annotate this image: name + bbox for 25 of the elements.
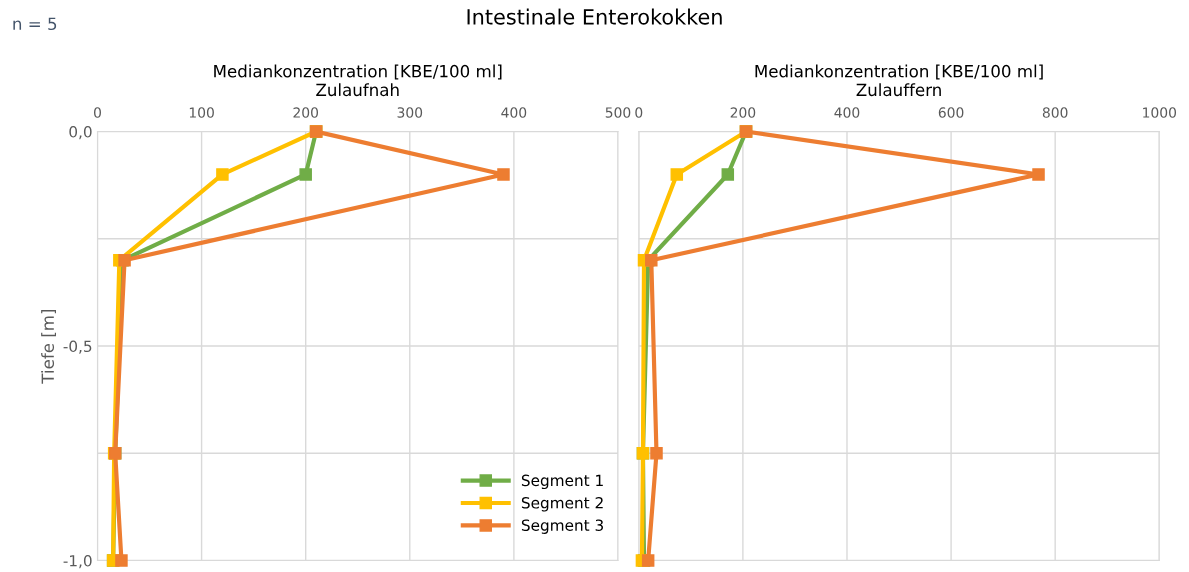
chart-subtitle: Zulaufnah — [316, 83, 399, 97]
x-tick-label: 400 — [501, 107, 527, 118]
y-tick-label: -0,5 — [63, 340, 92, 354]
x-axis-title: Mediankonzentration [KBE/100 ml] — [214, 64, 502, 80]
x-tick-label: 800 — [1042, 107, 1068, 118]
y-tick-label: 0,0 — [69, 126, 92, 140]
x-tick-label: 400 — [834, 107, 860, 118]
chart-title: Intestinale Enterokokken — [467, 8, 722, 25]
x-tick-label: 1000 — [1143, 107, 1177, 118]
legend-label: Segment 1 — [521, 474, 603, 490]
x-tick-label: 300 — [397, 107, 423, 118]
x-tick-label: 500 — [605, 107, 631, 118]
chart-subtitle: Zulauffern — [856, 83, 941, 97]
y-axis-title: Tiefe [m] — [41, 309, 56, 384]
x-tick-label: 0 — [635, 107, 643, 118]
text: n = 5 — [13, 17, 57, 31]
x-axis-title: Mediankonzentration [KBE/100 ml] — [755, 64, 1043, 80]
y-tick-label: -1,0 — [63, 555, 92, 569]
legend-label: Segment 2 — [521, 497, 603, 512]
x-tick-label: 0 — [94, 107, 101, 118]
legend-label: Segment 3 — [521, 519, 603, 534]
x-tick-label: 100 — [189, 107, 214, 118]
x-tick-label: 600 — [938, 107, 964, 118]
x-tick-label: 200 — [730, 107, 756, 118]
x-tick-label: 200 — [293, 107, 319, 118]
